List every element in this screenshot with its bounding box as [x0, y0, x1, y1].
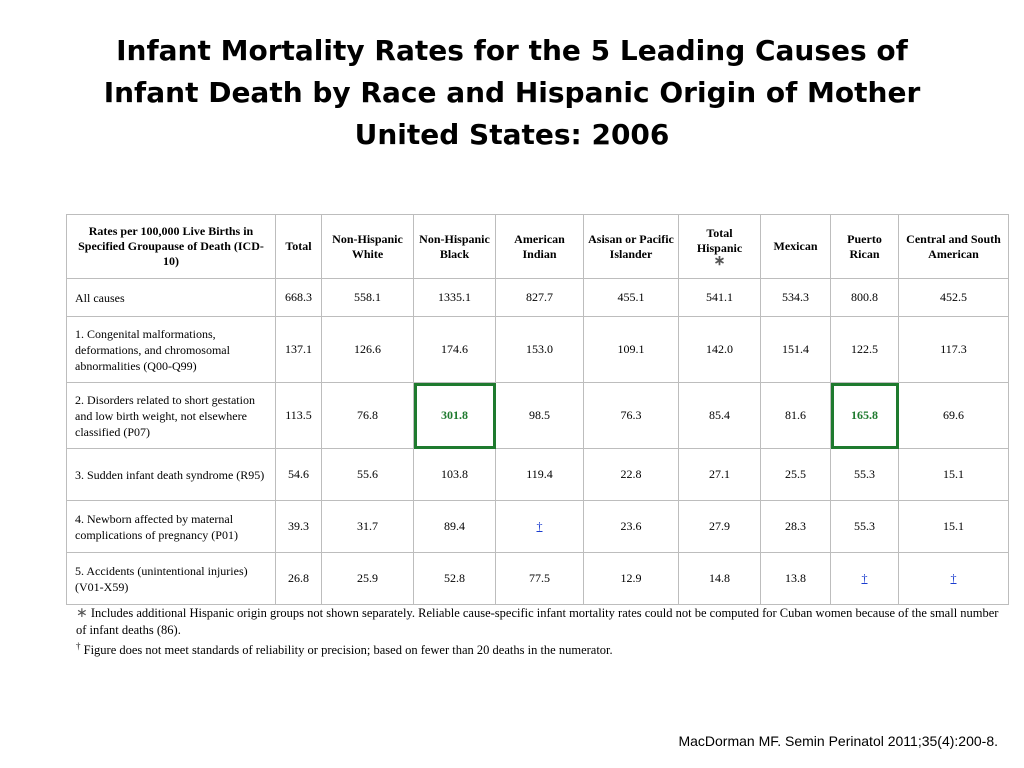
header-total: Total: [275, 214, 322, 279]
row-label: All causes: [66, 278, 276, 317]
table-cell: 81.6: [760, 382, 831, 449]
table-cell: 52.8: [413, 552, 496, 605]
table-cell: 55.3: [830, 500, 899, 553]
header-central-south-american: Central and South American: [898, 214, 1009, 279]
table-cell: 23.6: [583, 500, 679, 553]
table-cell: 27.1: [678, 448, 761, 501]
table-cell: 26.8: [275, 552, 322, 605]
table-cell: 151.4: [760, 316, 831, 383]
table-cell: 25.5: [760, 448, 831, 501]
title-line-2: Infant Death by Race and Hispanic Origin…: [103, 76, 921, 109]
table-cell: 77.5: [495, 552, 584, 605]
table-cell: 668.3: [275, 278, 322, 317]
header-cause-label: Rates per 100,000 Live Births in Specifi…: [66, 214, 276, 279]
table-cell: 113.5: [275, 382, 322, 449]
slide-title: Infant Mortality Rates for the 5 Leading…: [40, 30, 984, 156]
footnote-dagger-text: Figure does not meet standards of reliab…: [83, 643, 613, 658]
title-line-1: Infant Mortality Rates for the 5 Leading…: [116, 34, 908, 67]
header-total-hispanic-label: Total Hispanic: [696, 225, 743, 255]
table-cell: 15.1: [898, 448, 1009, 501]
row-label: 1. Congenital malformations, deformation…: [66, 316, 276, 383]
dagger-symbol: †: [76, 641, 81, 651]
dagger-link[interactable]: †: [861, 571, 868, 585]
dagger-link[interactable]: †: [536, 519, 543, 533]
citation: MacDorman MF. Semin Perinatol 2011;35(4)…: [678, 733, 998, 749]
table-cell: 558.1: [321, 278, 414, 317]
table-cell: 55.6: [321, 448, 414, 501]
table-cell: 153.0: [495, 316, 584, 383]
table-cell: †: [898, 552, 1009, 605]
table-cell: †: [495, 500, 584, 553]
table-cell: 452.5: [898, 278, 1009, 317]
table-row: 5. Accidents (unintentional injuries) (V…: [66, 552, 1009, 605]
asterisk-marker: ∗: [713, 253, 726, 269]
table-cell: 12.9: [583, 552, 679, 605]
header-american-indian: American Indian: [495, 214, 584, 279]
table-cell: 800.8: [830, 278, 899, 317]
table-row: 3. Sudden infant death syndrome (R95) 54…: [66, 448, 1009, 501]
table-cell: 534.3: [760, 278, 831, 317]
mortality-table: Rates per 100,000 Live Births in Specifi…: [66, 214, 1009, 605]
header-row: Rates per 100,000 Live Births in Specifi…: [66, 214, 1009, 279]
highlighted-cell-non-hispanic-black: 301.8: [413, 382, 496, 449]
table-cell: 827.7: [495, 278, 584, 317]
table-row: 2. Disorders related to short gestation …: [66, 382, 1009, 449]
table-cell: 455.1: [583, 278, 679, 317]
table-row: All causes 668.3 558.1 1335.1 827.7 455.…: [66, 278, 1009, 317]
header-non-hispanic-white: Non-Hispanic White: [321, 214, 414, 279]
table-row: 1. Congenital malformations, deformation…: [66, 316, 1009, 383]
table-cell: 1335.1: [413, 278, 496, 317]
row-label: 5. Accidents (unintentional injuries) (V…: [66, 552, 276, 605]
asterisk-symbol: ∗: [76, 606, 88, 621]
title-line-3: United States: 2006: [354, 118, 670, 151]
dagger-link[interactable]: †: [950, 571, 957, 585]
table-cell: 25.9: [321, 552, 414, 605]
row-label: 3. Sudden infant death syndrome (R95): [66, 448, 276, 501]
table-cell: 98.5: [495, 382, 584, 449]
header-asian-pacific-islander: Asisan or Pacific Islander: [583, 214, 679, 279]
footnote-asterisk-text: Includes additional Hispanic origin grou…: [76, 606, 999, 637]
table-cell: 119.4: [495, 448, 584, 501]
row-label: 4. Newborn affected by maternal complica…: [66, 500, 276, 553]
table-cell: 103.8: [413, 448, 496, 501]
table-cell: 22.8: [583, 448, 679, 501]
table-cell: 76.8: [321, 382, 414, 449]
table-cell: 76.3: [583, 382, 679, 449]
table-cell: 117.3: [898, 316, 1009, 383]
header-mexican: Mexican: [760, 214, 831, 279]
table-cell: †: [830, 552, 899, 605]
table-cell: 541.1: [678, 278, 761, 317]
footnote-dagger: † Figure does not meet standards of reli…: [76, 638, 1006, 658]
table-row: 4. Newborn affected by maternal complica…: [66, 500, 1009, 553]
footnote-asterisk: ∗ Includes additional Hispanic origin gr…: [76, 605, 1006, 638]
table-cell: 54.6: [275, 448, 322, 501]
header-non-hispanic-black: Non-Hispanic Black: [413, 214, 496, 279]
table-cell: 15.1: [898, 500, 1009, 553]
table-cell: 174.6: [413, 316, 496, 383]
table-cell: 142.0: [678, 316, 761, 383]
table-cell: 55.3: [830, 448, 899, 501]
table-cell: 14.8: [678, 552, 761, 605]
table-cell: 109.1: [583, 316, 679, 383]
highlighted-cell-puerto-rican: 165.8: [830, 382, 899, 449]
table-cell: 13.8: [760, 552, 831, 605]
table-cell: 122.5: [830, 316, 899, 383]
header-puerto-rican: Puerto Rican: [830, 214, 899, 279]
row-label: 2. Disorders related to short gestation …: [66, 382, 276, 449]
table-cell: 27.9: [678, 500, 761, 553]
table-cell: 85.4: [678, 382, 761, 449]
table-footnotes: ∗ Includes additional Hispanic origin gr…: [76, 605, 1006, 658]
table-cell: 137.1: [275, 316, 322, 383]
mortality-table-container: Rates per 100,000 Live Births in Specifi…: [66, 214, 1009, 605]
header-total-hispanic: Total Hispanic ∗: [678, 214, 761, 279]
table-cell: 89.4: [413, 500, 496, 553]
table-cell: 31.7: [321, 500, 414, 553]
table-cell: 39.3: [275, 500, 322, 553]
table-cell: 126.6: [321, 316, 414, 383]
table-cell: 28.3: [760, 500, 831, 553]
table-cell: 69.6: [898, 382, 1009, 449]
